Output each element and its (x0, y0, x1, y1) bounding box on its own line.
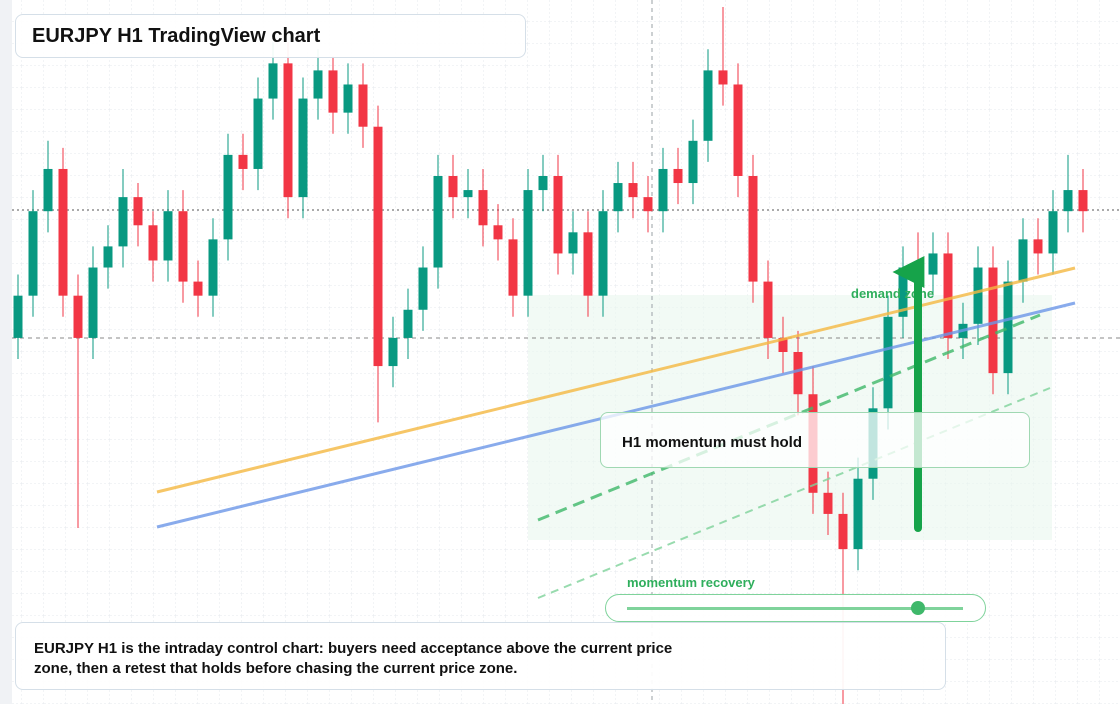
slider-label: momentum recovery (627, 575, 755, 590)
candle-body (733, 84, 743, 176)
candle-body (898, 267, 908, 317)
candle-body (928, 253, 938, 275)
candle-body (343, 84, 353, 113)
candle-body (268, 63, 278, 99)
candle-body (703, 70, 713, 141)
candle-body (373, 126, 383, 367)
candle-body (433, 176, 443, 268)
candle-body (823, 492, 833, 514)
candle-body (103, 246, 113, 268)
candle-body (73, 295, 83, 338)
note: EURJPY H1 is the intraday control chart:… (15, 622, 946, 690)
candle-body (763, 281, 773, 338)
candle-body (223, 154, 233, 240)
left-strip (0, 0, 12, 704)
candle-body (943, 253, 953, 338)
candle-body (688, 140, 698, 184)
candle-body (628, 183, 638, 198)
candle-body (43, 168, 53, 212)
candle-body (448, 176, 458, 198)
slider-track (627, 607, 963, 610)
candle-body (883, 316, 893, 409)
candle-body (88, 267, 98, 338)
candle-body (643, 197, 653, 212)
candle-body (838, 513, 848, 550)
candle-body (133, 197, 143, 226)
candle-body (13, 295, 23, 338)
candle-body (658, 168, 668, 212)
candle-body (1033, 239, 1043, 254)
candle-body (613, 183, 623, 212)
candle-body (673, 168, 683, 184)
candle-body (418, 267, 428, 310)
candle-body (148, 225, 158, 261)
title: EURJPY H1 TradingView chart (15, 14, 526, 58)
candle-body (1063, 190, 1073, 212)
candle-body (493, 225, 503, 240)
candle-body (748, 176, 758, 282)
candle-body (568, 232, 578, 254)
candle-body (508, 239, 518, 296)
candle-body (193, 281, 203, 296)
candle-body (208, 239, 218, 296)
candle-body (988, 267, 998, 374)
candle-body (163, 211, 173, 261)
candle-body (283, 63, 293, 198)
candle-body (778, 337, 788, 352)
note-text: EURJPY H1 is the intraday control chart:… (34, 640, 673, 677)
candle-body (1018, 239, 1028, 282)
callout: H1 momentum must hold (600, 412, 1030, 468)
candle-body (238, 154, 248, 169)
candle-body (478, 190, 488, 226)
candle-body (1078, 190, 1088, 212)
demand-label: demand zone (851, 286, 934, 301)
candle-body (523, 190, 533, 296)
candle-body (313, 70, 323, 99)
candle-body (28, 211, 38, 296)
candle-body (553, 176, 563, 254)
candle-body (598, 211, 608, 296)
candle-body (853, 478, 863, 550)
candle-body (1003, 281, 1013, 374)
slider-thumb[interactable] (911, 601, 925, 615)
candle-body (118, 197, 128, 247)
candle-body (973, 267, 983, 324)
candle-body (58, 168, 68, 296)
slider[interactable] (605, 594, 986, 622)
candle-body (583, 232, 593, 296)
candle-body (718, 70, 728, 85)
candle-body (1048, 211, 1058, 254)
candle-body (793, 352, 803, 395)
candle-body (178, 211, 188, 282)
candle-body (253, 98, 263, 169)
candle-body (463, 190, 473, 198)
candle-body (403, 309, 413, 338)
candle-body (298, 98, 308, 198)
candle-body (388, 337, 398, 367)
candle-body (358, 84, 368, 127)
candle-body (538, 176, 548, 191)
candle-body (328, 70, 338, 113)
